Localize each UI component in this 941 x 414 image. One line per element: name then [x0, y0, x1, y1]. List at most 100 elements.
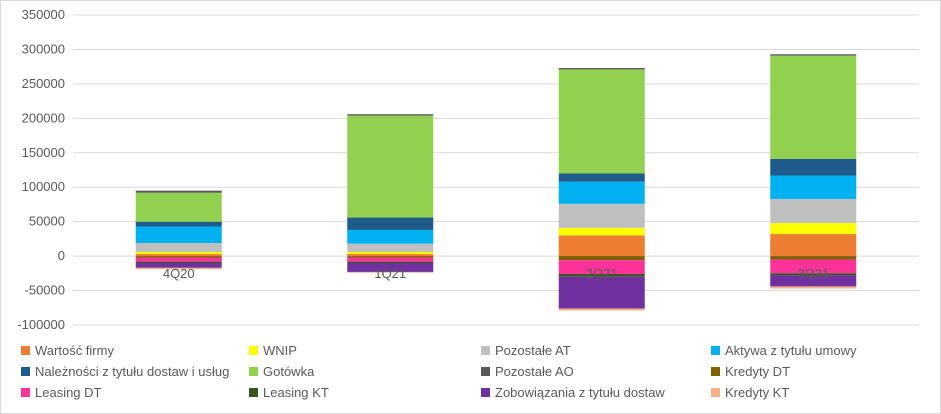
bar-segment: [135, 254, 222, 257]
y-tick-label: 350000: [22, 7, 65, 22]
bar-segment: [135, 190, 222, 193]
bar-segment: [347, 229, 434, 244]
y-tick-label: -50000: [25, 283, 65, 298]
legend-swatch: [711, 387, 720, 397]
bar-segment: [770, 286, 857, 289]
legend-label: Wartość firmy: [35, 342, 114, 358]
legend-label: Należności z tytułu dostaw i usług: [35, 363, 230, 379]
legend-item: WNIP: [249, 341, 297, 359]
bar-segment: [347, 254, 434, 257]
bar-segment: [770, 256, 857, 260]
legend-label: Pozostałe AO: [495, 363, 574, 379]
bar-segment: [558, 181, 645, 204]
legend-label: Leasing DT: [35, 384, 102, 400]
bar-segment: [770, 54, 857, 56]
bar-segment: [347, 271, 434, 273]
legend-swatch: [249, 387, 258, 397]
y-tick-label: 300000: [22, 41, 65, 56]
bar-segment: [558, 308, 645, 311]
bar-segment: [347, 257, 434, 262]
bar-segment: [135, 226, 222, 244]
y-tick-label: -100000: [17, 317, 65, 332]
y-tick-label: 250000: [22, 76, 65, 91]
bar-segment: [558, 69, 645, 174]
bar-segment: [135, 267, 222, 270]
legend-label: Pozostałe AT: [495, 342, 571, 358]
bar-segment: [135, 261, 222, 263]
bar-segment: [135, 221, 222, 227]
x-tick-label: 3Q21: [797, 266, 829, 281]
legend-item: Leasing DT: [21, 383, 101, 401]
x-tick-label: 2Q21: [586, 266, 618, 281]
legend-label: Aktywa z tytułu umowy: [725, 342, 857, 358]
legend-label: Kredyty KT: [725, 384, 790, 400]
bar-segment: [770, 273, 857, 276]
bar-segment: [770, 175, 857, 199]
bar-segment: [558, 68, 645, 70]
bar-segment: [558, 173, 645, 182]
legend-item: Zobowiązania z tytułu dostaw: [481, 383, 665, 401]
legend-item: Kredyty DT: [711, 362, 790, 380]
legend-item: Pozostałe AO: [481, 362, 574, 380]
bar-segment: [347, 261, 434, 263]
legend-item: Pozostałe AT: [481, 341, 571, 359]
x-tick-label: 4Q20: [163, 266, 195, 281]
legend-item: Aktywa z tytułu umowy: [711, 341, 857, 359]
bar-segment: [770, 275, 857, 287]
legend-item: Gotówka: [249, 362, 314, 380]
y-tick-label: 50000: [29, 214, 65, 229]
legend-label: Zobowiązania z tytułu dostaw: [495, 384, 665, 400]
legend-label: WNIP: [263, 342, 297, 358]
legend-swatch: [21, 366, 30, 376]
bar-segment: [558, 227, 645, 236]
legend-item: Wartość firmy: [21, 341, 114, 359]
y-tick-label: 150000: [22, 145, 65, 160]
bar-segment: [347, 115, 434, 218]
bar-segment: [770, 55, 857, 159]
legend-swatch: [481, 387, 490, 397]
legend-item: Kredyty KT: [711, 383, 789, 401]
y-tick-label: 200000: [22, 110, 65, 125]
bar-segment: [347, 243, 434, 252]
bar-segment: [347, 251, 434, 255]
bar-segment: [135, 263, 222, 268]
bar-segment: [770, 198, 857, 224]
bar-segment: [135, 192, 222, 222]
bar-segment: [347, 114, 434, 116]
bar-segment: [347, 263, 434, 272]
legend-label: Leasing KT: [263, 384, 329, 400]
legend-swatch: [21, 387, 30, 397]
y-tick-label: 100000: [22, 179, 65, 194]
bar-segment: [558, 274, 645, 277]
bar-segment: [135, 251, 222, 255]
bar-segment: [135, 243, 222, 252]
bar-segment: [347, 256, 434, 258]
legend-swatch: [249, 366, 258, 376]
bar-segment: [135, 256, 222, 258]
bar-segment: [770, 223, 857, 235]
bar-segment: [347, 217, 434, 230]
bar-segment: [558, 235, 645, 257]
legend-label: Kredyty DT: [725, 363, 791, 379]
bar-segment: [770, 259, 857, 274]
legend-swatch: [481, 366, 490, 376]
y-tick-label: 0: [58, 248, 65, 263]
legend-swatch: [481, 345, 490, 355]
legend-swatch: [21, 345, 30, 355]
bar-segment: [558, 276, 645, 309]
bar-segment: [558, 203, 645, 228]
bar-segment: [770, 234, 857, 257]
legend-swatch: [711, 345, 720, 355]
bar-segment: [770, 158, 857, 176]
bar-segment: [558, 260, 645, 275]
legend-swatch: [249, 345, 258, 355]
legend-item: Należności z tytułu dostaw i usług: [21, 362, 229, 380]
bar-segment: [558, 256, 645, 261]
legend-label: Gotówka: [263, 363, 315, 379]
legend-swatch: [711, 366, 720, 376]
legend-item: Leasing KT: [249, 383, 329, 401]
x-tick-label: 1Q21: [374, 266, 406, 281]
bar-segment: [135, 257, 222, 262]
